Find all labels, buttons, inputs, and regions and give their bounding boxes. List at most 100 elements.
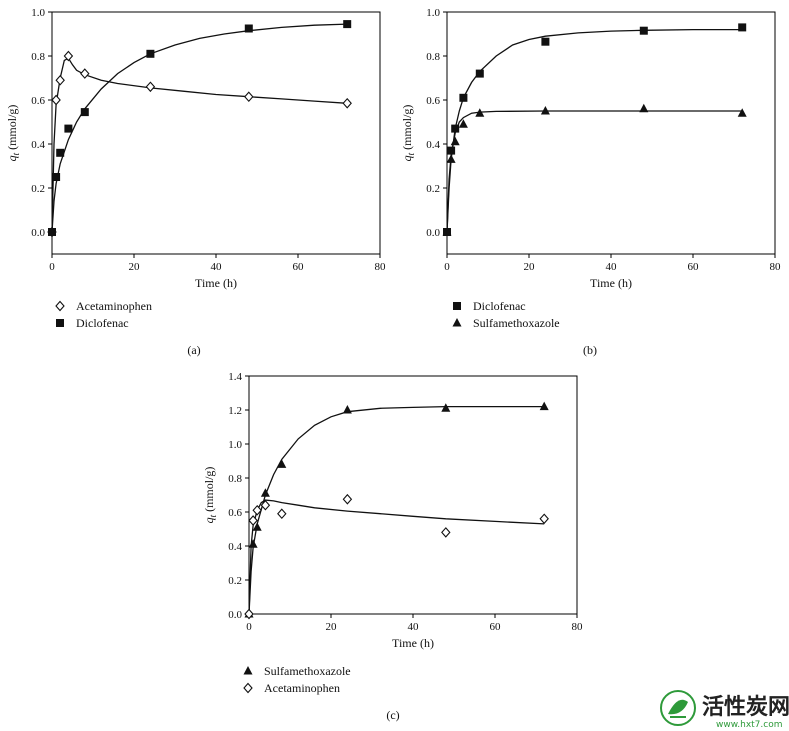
data-point [145,81,156,93]
watermark-url: www.hxt7.com [716,720,783,730]
data-point [447,146,456,155]
data-point [252,522,262,531]
data-point [450,136,460,146]
data-point [459,93,468,102]
x-tick-label: 40 [211,261,223,273]
legend-marker [243,666,253,675]
legend-marker [56,319,64,327]
legend-label: Diclofenac [76,316,129,330]
data-point [342,97,352,109]
legend-marker [452,318,462,327]
data-point [56,148,65,157]
data-point [63,50,74,62]
data-point [446,154,456,163]
x-tick-label: 20 [326,621,338,633]
data-point [252,504,262,516]
data-point [48,228,56,236]
y-tick-label: 0.8 [31,51,45,63]
plot-frame [248,375,578,615]
data-point [639,103,649,113]
y-tick-label: 0.6 [228,507,242,519]
series-sulfamethoxazole [244,401,549,618]
data-point [80,68,90,79]
y-tick-label: 0.4 [426,139,440,151]
fit-curve [51,23,348,233]
panel-a: 0 20 40 60 80 0.0 0.2 0.4 0.6 0.8 1.0 Time (h) qt (m… [5,7,386,357]
fit-curve [248,405,545,615]
data-point [52,173,61,181]
x-tick-label: 0 [444,261,450,273]
data-point [451,124,460,133]
legend-label: Acetaminophen [76,299,152,313]
y-axis-label: qt (mmol/g) [5,105,21,162]
panel-a-plot-area: 0 20 40 60 80 0.0 0.2 0.4 0.6 0.8 1.0 Time (h) qt (m… [5,7,386,330]
plot-frame [51,11,381,255]
data-point [738,23,747,32]
legend-label: Sulfamethoxazole [473,316,560,330]
y-tick-label: 1.4 [228,371,242,383]
data-point [64,124,73,133]
x-axis-label: Time (h) [392,636,434,650]
series-sulfamethoxazole [442,103,747,236]
data-point [539,513,549,525]
data-point [277,508,287,520]
data-point [244,24,253,33]
series-diclofenac [443,23,747,236]
x-tick-label: 60 [490,621,502,633]
series-diclofenac [48,20,352,236]
data-point [639,26,648,35]
y-tick-label: 0.8 [426,51,440,63]
data-point [541,37,550,46]
x-tick-label: 40 [408,621,420,633]
data-point [441,527,451,538]
x-tick-label: 80 [572,621,584,633]
x-tick-label: 80 [375,261,387,273]
data-point [342,493,353,505]
data-point [475,69,484,78]
data-point [277,459,287,468]
x-axis-label: Time (h) [590,276,632,290]
y-tick-label: 0.2 [426,183,440,195]
data-point [540,106,550,115]
data-point [260,499,271,511]
data-point [248,539,258,548]
x-tick-label: 0 [246,621,252,633]
data-point [737,108,747,117]
panel-b: 0 20 40 60 80 0.0 0.2 0.4 0.6 0.8 1.0 Time (h) qt (m… [400,7,781,357]
y-tick-label: 0.4 [31,139,45,151]
data-point [260,488,270,497]
data-point [442,227,452,236]
y-tick-label: 1.0 [426,7,440,19]
y-tick-label: 0.4 [228,541,242,553]
y-tick-label: 0.0 [426,227,440,239]
data-point [51,94,61,106]
panel-c-label: (c) [386,708,399,722]
panel-c: 0 20 40 60 80 0.0 0.2 0.4 0.6 0.8 1.0 1.2 1.4 Time (h… [202,371,583,722]
panel-b-plot-area: 0 20 40 60 80 0.0 0.2 0.4 0.6 0.8 1.0 Time (h) qt (m… [400,7,781,330]
y-tick-label: 0.0 [228,609,242,621]
data-point [539,401,549,411]
x-tick-label: 60 [688,261,700,273]
data-point [55,74,65,86]
fit-curve [446,110,743,233]
x-tick-label: 20 [129,261,141,273]
y-tick-label: 0.2 [31,183,45,195]
panel-a-label: (a) [187,343,200,357]
x-tick-label: 60 [293,261,305,273]
legend-marker [55,300,65,312]
x-tick-label: 0 [49,261,55,273]
y-tick-label: 1.2 [228,405,242,417]
panel-c-plot-area: 0 20 40 60 80 0.0 0.2 0.4 0.6 0.8 1.0 1.2 1.4 Time (h… [202,371,583,695]
data-point [80,108,89,117]
y-tick-label: 0.6 [31,95,45,107]
watermark-title: 活性炭网 [702,694,789,720]
legend-marker [243,682,253,694]
data-point [441,403,451,412]
y-axis-label: qt (mmol/g) [202,467,218,524]
data-point [244,608,254,620]
data-point [146,49,155,58]
legend-marker [453,302,461,310]
y-tick-label: 1.0 [31,7,45,19]
data-point [244,91,254,103]
